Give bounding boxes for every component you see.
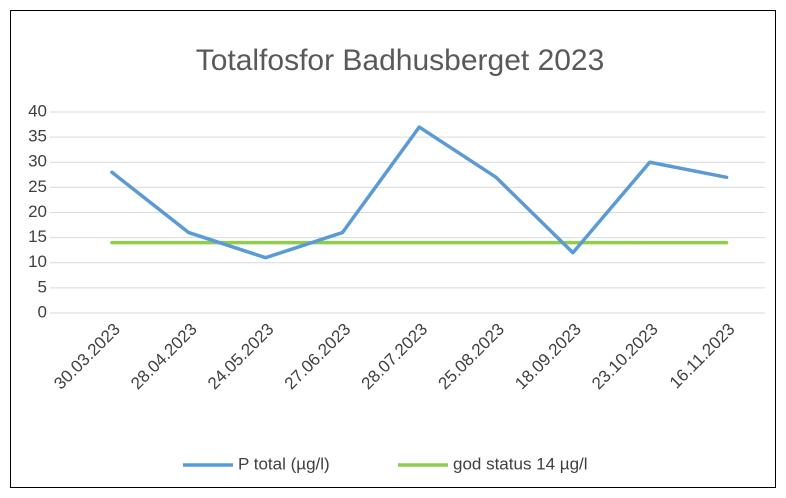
y-tick-label: 15	[28, 227, 47, 246]
y-tick-label: 20	[28, 202, 47, 221]
y-tick-label: 10	[28, 252, 47, 271]
chart-border	[10, 10, 776, 488]
legend-label: P total (µg/l)	[238, 454, 330, 473]
series-line	[110, 125, 729, 260]
y-tick-label: 25	[28, 177, 47, 196]
y-tick-label: 30	[28, 152, 47, 171]
y-tick-label: 0	[38, 302, 47, 321]
y-tick-label: 35	[28, 127, 47, 146]
chart-title: Totalfosfor Badhusberget 2023	[196, 44, 605, 77]
y-tick-label: 40	[28, 101, 47, 120]
legend-label: god status 14 µg/l	[453, 454, 588, 473]
y-tick-label: 5	[38, 277, 47, 296]
